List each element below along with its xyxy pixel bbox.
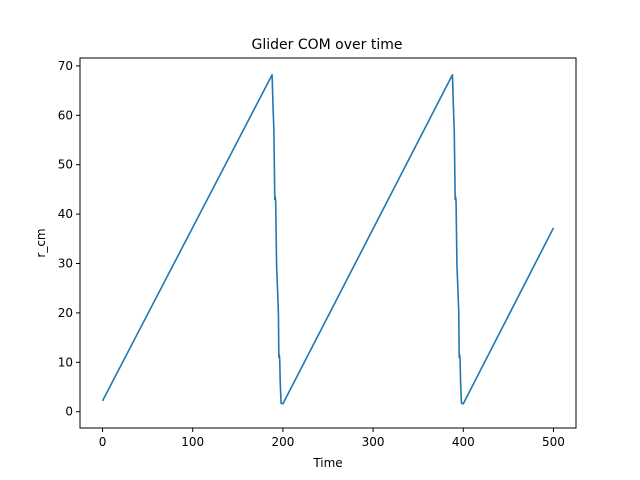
y-axis-label: r_cm [34, 228, 48, 257]
x-tick-label: 0 [99, 435, 107, 449]
x-tick-label: 400 [452, 435, 475, 449]
series-line-0 [101, 74, 555, 405]
x-axis: 0 100 200 300 400 500 [99, 428, 565, 449]
chart-marks [101, 74, 555, 405]
y-tick-label: 10 [58, 355, 73, 369]
x-tick-label: 300 [362, 435, 385, 449]
y-tick-label: 70 [58, 59, 73, 73]
chart-title: Glider COM over time [252, 37, 403, 53]
x-tick-label: 500 [542, 435, 565, 449]
plot-area [80, 58, 576, 428]
x-tick-label: 100 [181, 435, 204, 449]
y-tick-label: 20 [58, 306, 73, 320]
x-tick-label: 200 [271, 435, 294, 449]
y-tick-label: 30 [58, 257, 73, 271]
y-tick-label: 0 [65, 405, 73, 419]
y-tick-label: 40 [58, 207, 73, 221]
y-axis: 0 10 20 30 40 50 60 70 [58, 59, 80, 419]
plot-frame [79, 57, 577, 429]
x-axis-label: Time [312, 456, 342, 470]
y-tick-label: 60 [58, 108, 73, 122]
y-tick-label: 50 [58, 158, 73, 172]
